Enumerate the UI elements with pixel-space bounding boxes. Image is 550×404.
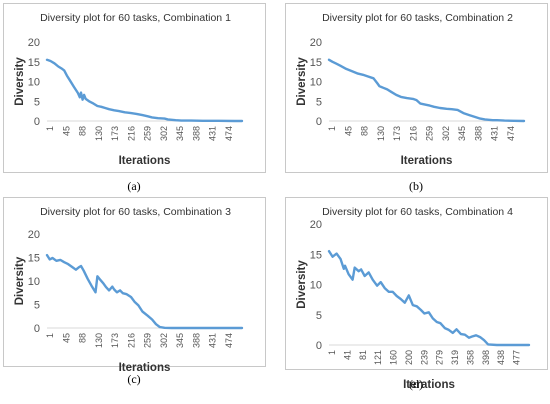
y-tick-label: 5 xyxy=(34,300,40,312)
chart-svg-b: Diversity plot for 60 tasks, Combination… xyxy=(296,12,526,167)
x-tick-label: 121 xyxy=(373,350,383,365)
x-tick-label: 358 xyxy=(465,350,475,365)
chart-panel-d: Diversity plot for 60 tasks, Combination… xyxy=(285,197,548,391)
x-tick-label: 345 xyxy=(175,333,185,348)
x-tick-label: 41 xyxy=(342,350,352,360)
caption-b: (b) xyxy=(409,179,423,193)
y-tick-label: 10 xyxy=(310,280,322,292)
x-tick-label: 302 xyxy=(441,126,451,141)
caption-c: (c) xyxy=(127,372,141,386)
x-tick-label: 239 xyxy=(419,350,429,365)
x-tick-label: 1 xyxy=(327,126,337,131)
x-tick-label: 173 xyxy=(110,126,120,141)
x-tick-label: 1 xyxy=(45,333,55,338)
x-tick-label: 388 xyxy=(191,333,201,348)
y-tick-label: 20 xyxy=(28,229,40,241)
x-tick-label: 45 xyxy=(61,333,71,343)
x-tick-label: 1 xyxy=(45,126,55,131)
x-tick-label: 438 xyxy=(496,350,506,365)
y-tick-label: 10 xyxy=(28,77,40,89)
y-tick-label: 15 xyxy=(28,57,40,69)
y-axis-label: Diversity xyxy=(14,57,26,106)
x-tick-label: 88 xyxy=(360,126,370,136)
y-tick-label: 15 xyxy=(310,57,322,69)
y-tick-label: 5 xyxy=(316,310,322,322)
x-tick-label: 88 xyxy=(78,126,88,136)
chart-title: Diversity plot for 60 tasks, Combination… xyxy=(322,12,513,24)
x-tick-label: 319 xyxy=(450,350,460,365)
x-tick-label: 302 xyxy=(159,333,169,348)
x-tick-label: 302 xyxy=(159,126,169,141)
y-tick-label: 15 xyxy=(28,253,40,265)
y-axis-label: Diversity xyxy=(296,57,308,106)
y-tick-label: 0 xyxy=(34,323,40,335)
y-tick-label: 5 xyxy=(316,96,322,108)
y-tick-label: 0 xyxy=(34,116,40,128)
caption-a: (a) xyxy=(127,179,141,193)
y-tick-label: 0 xyxy=(316,340,322,352)
x-tick-label: 345 xyxy=(175,126,185,141)
x-tick-label: 388 xyxy=(191,126,201,141)
chart-panel-a: Diversity plot for 60 tasks, Combination… xyxy=(3,3,266,173)
x-tick-label: 474 xyxy=(224,333,234,348)
x-tick-label: 130 xyxy=(376,126,386,141)
x-tick-label: 279 xyxy=(435,350,445,365)
x-tick-label: 88 xyxy=(78,333,88,343)
series-line xyxy=(327,58,526,123)
x-axis-label: Iterations xyxy=(119,362,171,374)
chart-panel-b: Diversity plot for 60 tasks, Combination… xyxy=(285,3,548,173)
caption-d: (d) xyxy=(409,377,423,391)
chart-svg-c: Diversity plot for 60 tasks, Combination… xyxy=(14,206,244,374)
x-tick-label: 431 xyxy=(208,333,218,348)
x-axis-label: Iterations xyxy=(403,379,455,391)
series-line xyxy=(45,253,244,330)
y-axis-label: Diversity xyxy=(14,256,26,305)
y-tick-label: 0 xyxy=(316,116,322,128)
x-axis-label: Iterations xyxy=(401,155,453,167)
x-tick-label: 81 xyxy=(358,350,368,360)
x-tick-label: 259 xyxy=(143,333,153,348)
x-tick-label: 216 xyxy=(408,126,418,141)
x-tick-label: 431 xyxy=(208,126,218,141)
y-tick-label: 10 xyxy=(310,77,322,89)
y-tick-label: 20 xyxy=(310,219,322,231)
x-tick-label: 45 xyxy=(61,126,71,136)
x-tick-label: 1 xyxy=(327,350,337,355)
x-tick-label: 388 xyxy=(473,126,483,141)
x-tick-label: 345 xyxy=(457,126,467,141)
y-tick-label: 10 xyxy=(28,276,40,288)
x-tick-label: 474 xyxy=(506,126,516,141)
x-tick-label: 216 xyxy=(126,333,136,348)
y-tick-label: 20 xyxy=(310,37,322,49)
x-tick-label: 130 xyxy=(94,333,104,348)
x-tick-label: 173 xyxy=(392,126,402,141)
x-tick-label: 431 xyxy=(490,126,500,141)
x-tick-label: 130 xyxy=(94,126,104,141)
chart-title: Diversity plot for 60 tasks, Combination… xyxy=(40,206,231,218)
chart-svg-d: Diversity plot for 60 tasks, Combination… xyxy=(296,206,531,391)
series-line xyxy=(327,250,531,347)
chart-svg-a: Diversity plot for 60 tasks, Combination… xyxy=(14,12,244,167)
y-tick-label: 5 xyxy=(34,96,40,108)
x-tick-label: 200 xyxy=(404,350,414,365)
chart-panel-c: Diversity plot for 60 tasks, Combination… xyxy=(3,197,266,374)
x-tick-label: 160 xyxy=(389,350,399,365)
chart-title: Diversity plot for 60 tasks, Combination… xyxy=(40,12,231,24)
x-tick-label: 477 xyxy=(512,350,522,365)
x-tick-label: 173 xyxy=(110,333,120,348)
x-axis-label: Iterations xyxy=(119,155,171,167)
x-tick-label: 398 xyxy=(481,350,491,365)
chart-title: Diversity plot for 60 tasks, Combination… xyxy=(322,206,513,218)
x-tick-label: 45 xyxy=(343,126,353,136)
x-tick-label: 216 xyxy=(126,126,136,141)
x-tick-label: 259 xyxy=(143,126,153,141)
y-axis-label: Diversity xyxy=(296,260,308,309)
y-tick-label: 15 xyxy=(310,249,322,261)
x-tick-label: 259 xyxy=(425,126,435,141)
x-tick-label: 474 xyxy=(224,126,234,141)
y-tick-label: 20 xyxy=(28,37,40,49)
series-line xyxy=(45,58,244,123)
